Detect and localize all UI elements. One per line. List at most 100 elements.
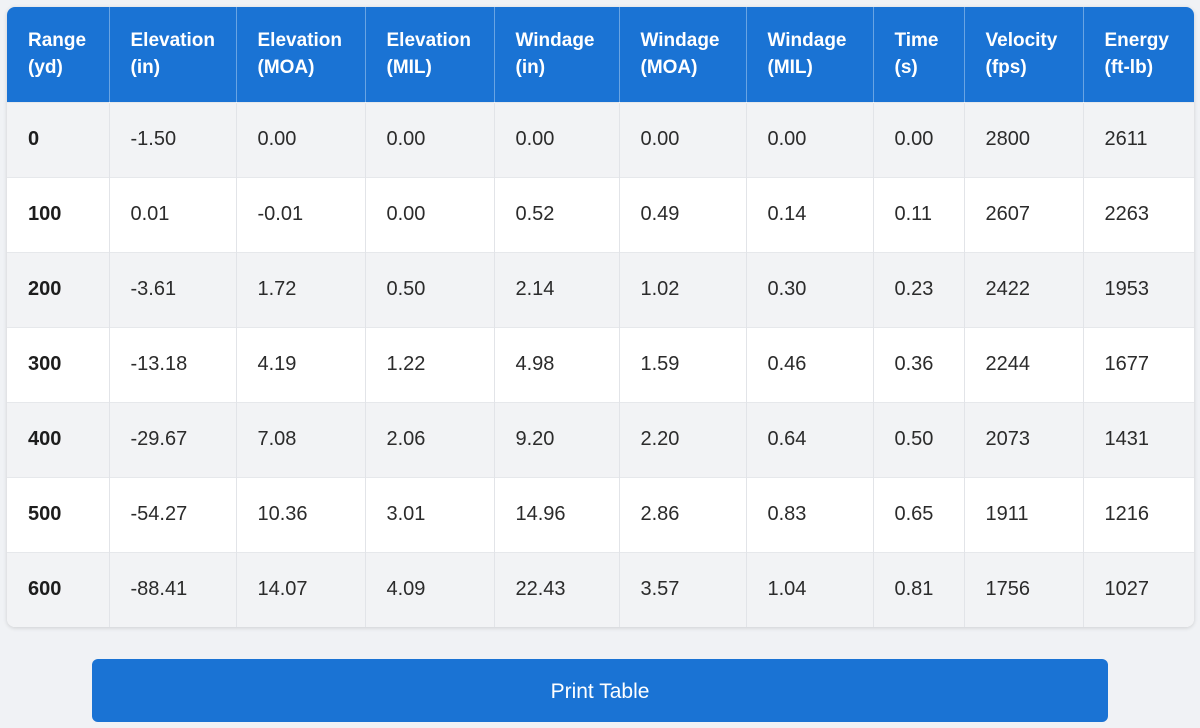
table-cell: 1953 xyxy=(1083,251,1194,327)
table-row: 200 -3.61 1.72 0.50 2.14 1.02 0.30 0.23 2422 1953 xyxy=(7,251,1194,327)
column-header-unit: (ft-lb) xyxy=(1104,57,1154,79)
table-cell: 1431 xyxy=(1083,401,1194,477)
column-header-unit: (MOA) xyxy=(257,57,315,79)
table-cell: 2.20 xyxy=(619,401,747,477)
table-cell: -13.18 xyxy=(109,326,237,402)
table-row: 0 -1.50 0.00 0.00 0.00 0.00 0.00 0.00 2800 2611 xyxy=(7,101,1194,177)
table-cell: -54.27 xyxy=(109,476,237,552)
column-header-title: Elevation xyxy=(130,30,215,52)
table-cell: 1027 xyxy=(1083,551,1194,627)
table-cell: 0.11 xyxy=(873,176,965,252)
table-cell: 9.20 xyxy=(494,401,620,477)
column-header-title: Windage xyxy=(515,30,595,52)
table-cell: 2244 xyxy=(964,326,1084,402)
column-header: Elevation (MOA) xyxy=(236,7,366,102)
table-cell: -88.41 xyxy=(109,551,237,627)
table-cell: 4.98 xyxy=(494,326,620,402)
table-cell: 0.64 xyxy=(746,401,874,477)
table-cell: 1677 xyxy=(1083,326,1194,402)
table-cell: 4.09 xyxy=(365,551,495,627)
column-header: Velocity (fps) xyxy=(964,7,1084,102)
table-cell: 14.07 xyxy=(236,551,366,627)
column-header-title: Range xyxy=(28,30,87,52)
table-cell: 22.43 xyxy=(494,551,620,627)
table-cell: 2607 xyxy=(964,176,1084,252)
table-cell: 0.00 xyxy=(365,176,495,252)
table-cell: 2.14 xyxy=(494,251,620,327)
column-header: Windage (MIL) xyxy=(746,7,874,102)
column-header-unit: (in) xyxy=(515,57,546,79)
table-row: 600 -88.41 14.07 4.09 22.43 3.57 1.04 0.81 1756 1… xyxy=(7,551,1194,627)
column-header-unit: (yd) xyxy=(28,57,63,79)
table-cell: 2611 xyxy=(1083,101,1194,177)
column-header-unit: (fps) xyxy=(985,57,1027,79)
column-header: Energy (ft-lb) xyxy=(1083,7,1194,102)
table-row: 400 -29.67 7.08 2.06 9.20 2.20 0.64 0.50 2073 143… xyxy=(7,401,1194,477)
ballistics-table-card: Range (yd) Elevation (in) Elevation (MOA) Elev… xyxy=(7,7,1194,627)
table-row: 500 -54.27 10.36 3.01 14.96 2.86 0.83 0.65 1911 1… xyxy=(7,476,1194,552)
table-cell: 1.04 xyxy=(746,551,874,627)
table-cell: 4.19 xyxy=(236,326,366,402)
table-header: Range (yd) Elevation (in) Elevation (MOA) Elev… xyxy=(7,7,1194,102)
range-cell: 600 xyxy=(7,551,110,627)
column-header-title: Windage xyxy=(767,30,847,52)
table-cell: 0.14 xyxy=(746,176,874,252)
range-cell: 500 xyxy=(7,476,110,552)
table-cell: 2422 xyxy=(964,251,1084,327)
column-header-title: Time xyxy=(894,30,939,52)
column-header-title: Windage xyxy=(640,30,720,52)
table-row: 100 0.01 -0.01 0.00 0.52 0.49 0.14 0.11 2607 2263 xyxy=(7,176,1194,252)
table-cell: 14.96 xyxy=(494,476,620,552)
table-cell: 1.59 xyxy=(619,326,747,402)
column-header: Range (yd) xyxy=(7,7,110,102)
table-cell: 0.46 xyxy=(746,326,874,402)
column-header-title: Velocity xyxy=(985,30,1058,52)
column-header: Windage (MOA) xyxy=(619,7,747,102)
table-cell: 0.50 xyxy=(365,251,495,327)
column-header-unit: (MIL) xyxy=(767,57,813,79)
column-header: Elevation (in) xyxy=(109,7,237,102)
table-cell: 7.08 xyxy=(236,401,366,477)
table-cell: 0.00 xyxy=(619,101,747,177)
table-cell: 0.83 xyxy=(746,476,874,552)
table-cell: -1.50 xyxy=(109,101,237,177)
table-cell: 0.00 xyxy=(873,101,965,177)
column-header-title: Elevation xyxy=(386,30,471,52)
table-cell: 0.01 xyxy=(109,176,237,252)
range-cell: 200 xyxy=(7,251,110,327)
table-body: 0 -1.50 0.00 0.00 0.00 0.00 0.00 0.00 2800 2611 10… xyxy=(7,101,1194,627)
column-header-unit: (MOA) xyxy=(640,57,698,79)
column-header-unit: (MIL) xyxy=(386,57,432,79)
table-cell: 0.23 xyxy=(873,251,965,327)
range-cell: 0 xyxy=(7,101,110,177)
table-cell: 1.72 xyxy=(236,251,366,327)
header-row: Range (yd) Elevation (in) Elevation (MOA) Elev… xyxy=(7,7,1194,102)
table-cell: 0.00 xyxy=(746,101,874,177)
table-row: 300 -13.18 4.19 1.22 4.98 1.59 0.46 0.36 2244 167… xyxy=(7,326,1194,402)
column-header: Windage (in) xyxy=(494,7,620,102)
table-cell: -3.61 xyxy=(109,251,237,327)
table-cell: 3.57 xyxy=(619,551,747,627)
table-cell: 0.52 xyxy=(494,176,620,252)
table-cell: 10.36 xyxy=(236,476,366,552)
table-cell: 0.81 xyxy=(873,551,965,627)
column-header-unit: (in) xyxy=(130,57,161,79)
print-table-button[interactable]: Print Table xyxy=(92,659,1108,722)
table-cell: 2.86 xyxy=(619,476,747,552)
table-cell: 0.49 xyxy=(619,176,747,252)
table-cell: -29.67 xyxy=(109,401,237,477)
table-cell: 1911 xyxy=(964,476,1084,552)
table-cell: 2.06 xyxy=(365,401,495,477)
table-cell: 0.65 xyxy=(873,476,965,552)
column-header: Elevation (MIL) xyxy=(365,7,495,102)
table-cell: 2263 xyxy=(1083,176,1194,252)
table-cell: 1216 xyxy=(1083,476,1194,552)
table-cell: 1.02 xyxy=(619,251,747,327)
column-header-title: Energy xyxy=(1104,30,1169,52)
range-cell: 300 xyxy=(7,326,110,402)
table-cell: 0.00 xyxy=(365,101,495,177)
table-cell: 1.22 xyxy=(365,326,495,402)
table-cell: 3.01 xyxy=(365,476,495,552)
range-cell: 400 xyxy=(7,401,110,477)
range-cell: 100 xyxy=(7,176,110,252)
